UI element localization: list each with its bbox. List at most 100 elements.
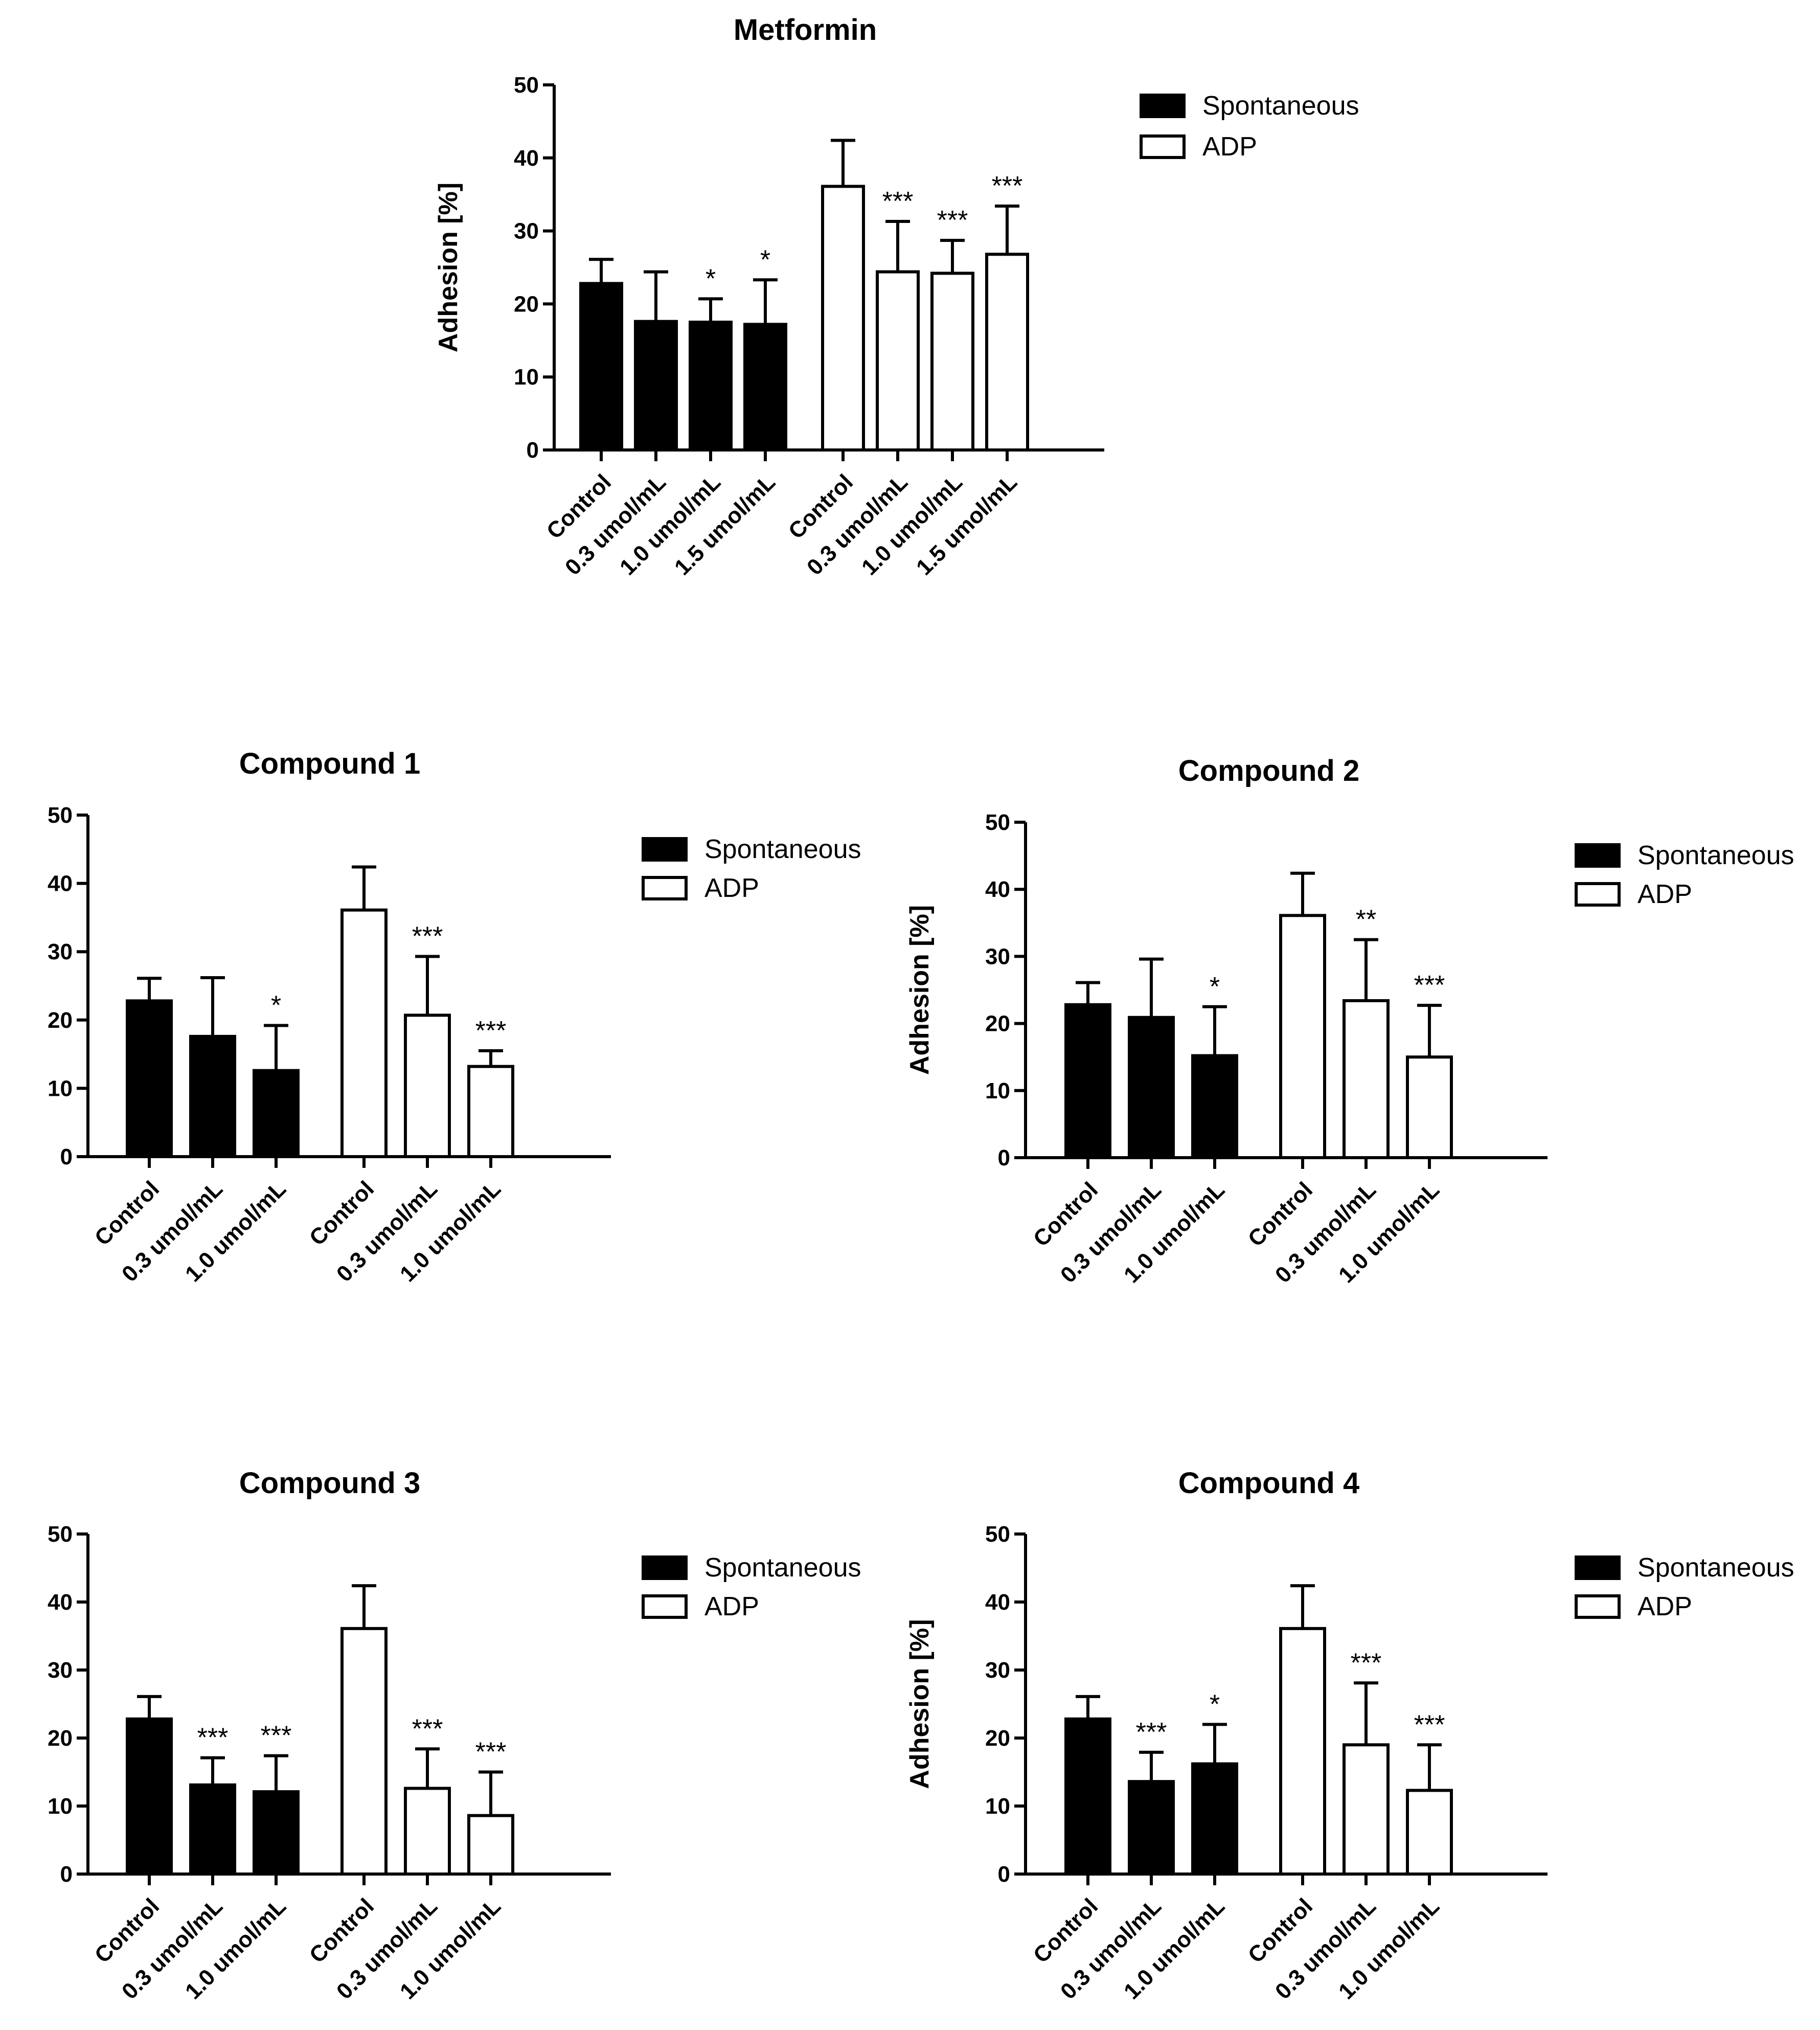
legend-swatch (642, 1594, 688, 1619)
legend: Spontaneous ADP (1575, 1553, 1794, 1621)
legend-label: ADP (704, 873, 759, 903)
significance-label: *** (475, 1016, 507, 1046)
legend-label: ADP (1637, 879, 1692, 909)
bar (1343, 1743, 1390, 1876)
chart-panel-2: Compound 101020304050Adhesion [%]Control… (48, 747, 861, 1287)
y-tick-label: 30 (48, 1658, 73, 1683)
chart-panel-1: Metformin 0 10 20 30 40 50 Adhesion [%] Control0… (434, 13, 1359, 580)
significance-label: *** (261, 1721, 292, 1751)
significance-label: *** (475, 1738, 507, 1767)
legend-label: Spontaneous (1202, 91, 1359, 121)
significance-label: *** (197, 1723, 229, 1753)
y-axis-label: Adhesion [%] (905, 905, 935, 1075)
legend-swatch (1140, 94, 1186, 118)
bar (467, 1814, 514, 1876)
chart-title: Compound 3 (239, 1467, 420, 1500)
legend-swatch (1575, 843, 1621, 868)
y-tick-label: 10 (985, 1794, 1010, 1819)
legend-label: Spontaneous (1637, 841, 1794, 870)
significance-label: *** (412, 922, 443, 952)
y-tick-label: 20 (985, 1726, 1010, 1751)
y-tick-label: 50 (985, 810, 1010, 835)
y-tick-label: 20 (514, 291, 539, 317)
y-tick-label: 0 (527, 438, 539, 463)
significance-label: * (706, 264, 716, 294)
y-tick-label: 50 (48, 803, 73, 828)
bar (1191, 1054, 1238, 1159)
chart-title: Compound 2 (1178, 754, 1359, 787)
y-tick-label: 30 (985, 944, 1010, 969)
y-tick-label: 10 (48, 1794, 73, 1819)
bar (821, 185, 865, 452)
bar (1406, 1055, 1453, 1159)
y-tick-label: 50 (985, 1522, 1010, 1547)
y-tick-label: 40 (514, 146, 539, 171)
bar (1128, 1016, 1175, 1159)
significance-label: * (271, 990, 281, 1020)
bar (743, 323, 787, 452)
bar (930, 272, 974, 452)
bar (1064, 1003, 1111, 1159)
significance-label: *** (1136, 1718, 1167, 1747)
chart-title: Compound 1 (239, 747, 420, 780)
y-tick-label: 30 (514, 219, 539, 244)
y-tick-label: 20 (48, 1008, 73, 1033)
bar (467, 1065, 514, 1158)
legend-label: ADP (1202, 132, 1257, 162)
y-tick-label: 10 (985, 1078, 1010, 1103)
legend-label: ADP (704, 1592, 759, 1621)
significance-label: * (1210, 972, 1220, 1002)
y-tick-label: 0 (60, 1144, 73, 1169)
significance-label: * (1210, 1689, 1220, 1719)
legend-label: ADP (1637, 1592, 1692, 1621)
bar (1191, 1762, 1238, 1876)
y-tick-label: 0 (998, 1145, 1010, 1170)
bar (126, 999, 173, 1158)
bar (340, 908, 388, 1158)
bar (689, 321, 733, 452)
bar (340, 1627, 388, 1876)
legend-swatch (1140, 134, 1186, 159)
y-tick-label: 10 (48, 1076, 73, 1101)
legend: Spontaneous ADP (1140, 91, 1359, 162)
legend-swatch (642, 837, 688, 862)
legend-swatch (1575, 1555, 1621, 1580)
bar (126, 1717, 173, 1876)
legend-swatch (642, 1555, 688, 1580)
y-tick-label: 40 (985, 877, 1010, 902)
bar (985, 253, 1029, 452)
bar (189, 1034, 236, 1159)
bar (1406, 1789, 1453, 1876)
bar (876, 270, 920, 452)
y-tick-label: 10 (514, 365, 539, 390)
bar (404, 1787, 451, 1876)
legend-label: Spontaneous (1637, 1553, 1794, 1583)
bar (1279, 1627, 1326, 1876)
bar (1064, 1717, 1111, 1876)
bar (253, 1790, 300, 1876)
legend-label: Spontaneous (704, 1553, 861, 1583)
legend-label: Spontaneous (704, 834, 861, 864)
y-tick-label: 0 (60, 1862, 73, 1887)
y-tick-label: 40 (48, 1590, 73, 1615)
legend-swatch (1575, 1594, 1621, 1619)
y-tick-label: 30 (48, 939, 73, 964)
y-tick-label: 0 (998, 1862, 1010, 1887)
significance-label: *** (1414, 1710, 1445, 1740)
chart-panel-4: Compound 301020304050Adhesion [%]Control… (48, 1467, 861, 2004)
bar (1128, 1780, 1175, 1876)
chart-title: Compound 4 (1178, 1467, 1359, 1500)
y-tick-label: 40 (985, 1590, 1010, 1615)
bar (404, 1013, 451, 1158)
chart-panel-5: Compound 4 0 10 20 30 40 50 Adhesion [%] Control… (905, 1467, 1794, 2004)
bar (579, 282, 623, 452)
